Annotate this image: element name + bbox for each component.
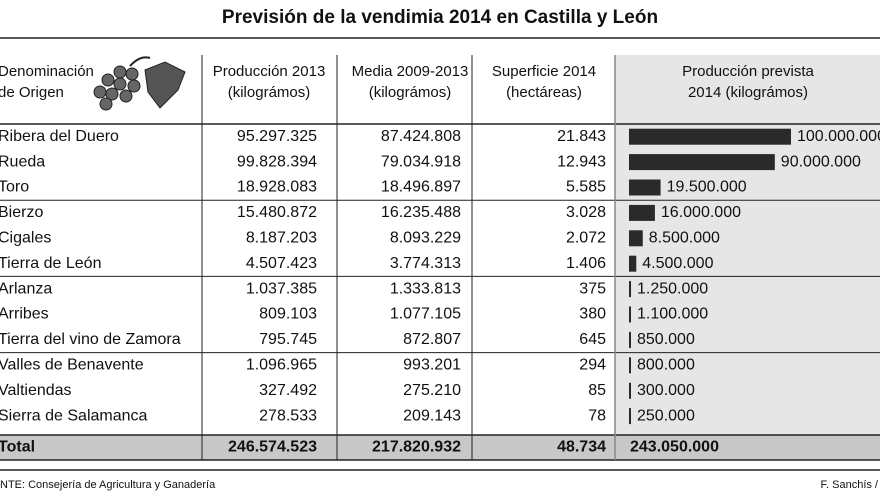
column-header: (hectáreas) <box>506 84 582 101</box>
cell: 15.480.872 <box>237 204 317 221</box>
cell: 78 <box>588 407 606 424</box>
bar <box>629 255 637 272</box>
column-header: Denominación <box>0 63 94 80</box>
cell: 1.096.965 <box>246 357 317 374</box>
column-header: Superficie 2014 <box>492 63 596 80</box>
cell: 18.496.897 <box>381 179 461 196</box>
bar <box>629 230 643 247</box>
bar-label: 1.250.000 <box>637 280 708 297</box>
bar-label: 4.500.000 <box>642 255 713 272</box>
denomination: Ribera del Duero <box>0 128 119 145</box>
column-header: (kilográmos) <box>228 84 311 101</box>
cell: 246.574.523 <box>228 439 317 456</box>
bar <box>629 331 631 348</box>
cell: 5.585 <box>566 179 606 196</box>
source: NTE: Consejería de Agricultura y Ganader… <box>0 479 216 491</box>
bar <box>629 179 661 196</box>
title: Previsión de la vendimia 2014 en Castill… <box>222 7 658 28</box>
cell: 18.928.083 <box>237 179 317 196</box>
cell: 85 <box>588 382 606 399</box>
bar <box>629 281 632 298</box>
cell: 294 <box>579 357 606 374</box>
column-header: (kilográmos) <box>369 84 452 101</box>
denomination: Arlanza <box>0 280 52 297</box>
bar-label: 1.100.000 <box>637 306 708 323</box>
cell: 16.235.488 <box>381 204 461 221</box>
bar <box>629 357 631 374</box>
cell: 872.807 <box>403 331 461 348</box>
cell: 645 <box>579 331 606 348</box>
denomination: Rueda <box>0 153 45 170</box>
bar <box>629 306 631 323</box>
cell: 1.406 <box>566 255 606 272</box>
denomination: Total <box>0 439 35 456</box>
bar <box>629 408 631 425</box>
column-header: 2014 (kilográmos) <box>688 84 808 101</box>
total-row-bg <box>0 435 880 460</box>
denomination: Bierzo <box>0 204 43 221</box>
cell: 4.507.423 <box>246 255 317 272</box>
bar-label: 100.000.000 <box>797 128 880 145</box>
bar-label: 8.500.000 <box>649 230 720 247</box>
cell: 275.210 <box>403 382 461 399</box>
cell: 3.028 <box>566 204 606 221</box>
bar-label: 800.000 <box>637 357 695 374</box>
cell: 3.774.313 <box>390 255 461 272</box>
cell: 243.050.000 <box>630 439 719 456</box>
forecast-column-bg <box>615 55 880 460</box>
cell: 1.037.385 <box>246 280 317 297</box>
cell: 87.424.808 <box>381 128 461 145</box>
bar-label: 300.000 <box>637 382 695 399</box>
denomination: Valles de Benavente <box>0 357 144 374</box>
cell: 95.297.325 <box>237 128 317 145</box>
denomination: Valtiendas <box>0 382 72 399</box>
denomination: Sierra de Salamanca <box>0 407 148 424</box>
grape-icon <box>93 56 186 111</box>
bar-label: 19.500.000 <box>667 179 747 196</box>
cell: 79.034.918 <box>381 153 461 170</box>
bar <box>629 382 631 399</box>
cell: 1.077.105 <box>390 306 461 323</box>
cell: 2.072 <box>566 230 606 247</box>
column-header: Media 2009-2013 <box>352 63 469 80</box>
bar <box>629 204 655 221</box>
cell: 375 <box>579 280 606 297</box>
cell: 8.187.203 <box>246 230 317 247</box>
cell: 217.820.932 <box>372 439 461 456</box>
cell: 278.533 <box>259 407 317 424</box>
bar <box>629 128 791 145</box>
bar-label: 90.000.000 <box>781 153 861 170</box>
bar-label: 250.000 <box>637 407 695 424</box>
column-header: Producción prevista <box>682 63 814 80</box>
bar-label: 16.000.000 <box>661 204 741 221</box>
cell: 12.943 <box>557 153 606 170</box>
cell: 48.734 <box>557 439 606 456</box>
cell: 8.093.229 <box>390 230 461 247</box>
column-header: Producción 2013 <box>213 63 326 80</box>
cell: 327.492 <box>259 382 317 399</box>
cell: 21.843 <box>557 128 606 145</box>
cell: 99.828.394 <box>237 153 317 170</box>
denomination: Arribes <box>0 306 49 323</box>
cell: 209.143 <box>403 407 461 424</box>
cell: 1.333.813 <box>390 280 461 297</box>
cell: 795.745 <box>259 331 317 348</box>
cell: 993.201 <box>403 357 461 374</box>
bar-label: 850.000 <box>637 331 695 348</box>
credit: F. Sanchís / <box>821 479 879 491</box>
cell: 809.103 <box>259 306 317 323</box>
denomination: Cigales <box>0 230 51 247</box>
denomination: Tierra de León <box>0 255 101 272</box>
column-header: de Origen <box>0 84 64 101</box>
denomination: Tierra del vino de Zamora <box>0 331 181 348</box>
denomination: Toro <box>0 179 29 196</box>
bar <box>629 154 775 171</box>
cell: 380 <box>579 306 606 323</box>
